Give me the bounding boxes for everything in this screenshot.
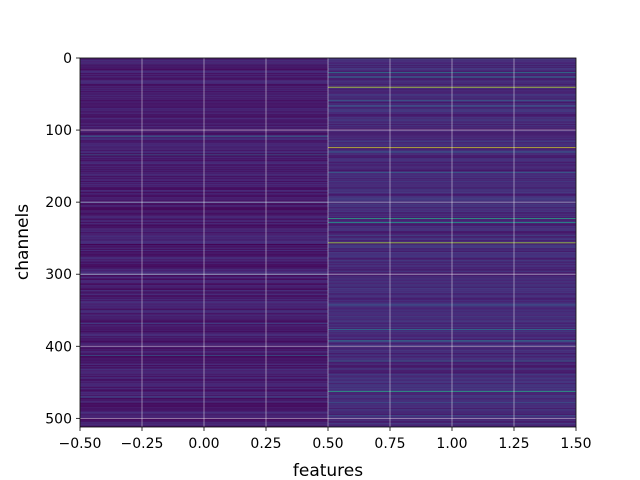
x-tick-label: 1.00 — [436, 436, 467, 452]
x-tick-label: −0.25 — [121, 436, 164, 452]
x-tick-label: 1.25 — [498, 436, 529, 452]
x-axis-label: features — [293, 461, 363, 480]
y-tick-label: 500 — [45, 411, 72, 427]
y-axis-label: channels — [13, 204, 33, 280]
x-tick-label: 0.75 — [374, 436, 405, 452]
x-tick-label: 0.25 — [250, 436, 281, 452]
y-tick-label: 300 — [45, 267, 72, 283]
x-tick-label: 1.50 — [560, 436, 591, 452]
y-tick-label: 400 — [45, 339, 72, 355]
x-tick-label: 0.00 — [188, 436, 219, 452]
x-axis-ticks: −0.50 −0.25 0.00 0.25 0.50 0.75 1.00 1.25 1.50 — [59, 427, 592, 452]
y-tick-label: 0 — [63, 51, 72, 67]
x-tick-label: −0.50 — [59, 436, 102, 452]
y-axis-ticks: 0 100 200 300 400 500 — [45, 51, 80, 427]
y-tick-label: 200 — [45, 195, 72, 211]
y-tick-label: 100 — [45, 123, 72, 139]
x-tick-label: 0.50 — [312, 436, 343, 452]
